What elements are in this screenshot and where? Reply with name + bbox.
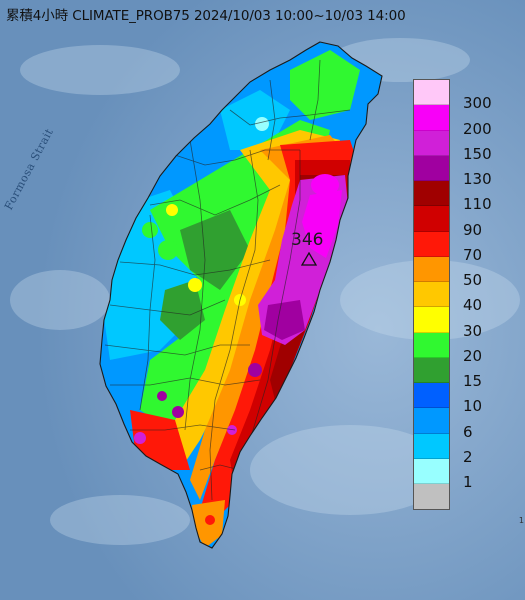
legend-label: 300 <box>463 94 492 113</box>
legend-swatch <box>414 181 449 207</box>
max-rainfall-value: 346 <box>291 230 324 250</box>
legend-label: 15 <box>463 372 483 390</box>
legend-label: 10 <box>463 397 483 416</box>
legend-swatch <box>414 231 449 257</box>
legend-label: 150 <box>463 144 492 163</box>
coastline <box>99 41 383 549</box>
legend-swatch <box>414 357 449 383</box>
legend-label: 30 <box>463 321 483 340</box>
legend-swatch <box>414 332 449 358</box>
legend-label: 90 <box>463 220 483 239</box>
legend-label: 2 <box>463 447 473 466</box>
legend-label: 130 <box>463 170 492 188</box>
legend-swatch <box>414 458 449 484</box>
legend-swatch <box>414 433 449 459</box>
edge-label: 1 <box>518 516 524 525</box>
legend-swatch <box>414 155 449 181</box>
map-title: 累積4小時 CLIMATE_PROB75 2024/10/03 10:00~10… <box>6 8 406 24</box>
legend-label: 6 <box>463 422 473 441</box>
legend-label: 50 <box>463 271 483 289</box>
legend-swatch <box>414 408 449 434</box>
legend-swatch <box>414 206 449 232</box>
legend-swatch <box>414 307 449 333</box>
legend-swatch <box>414 130 449 156</box>
legend-label: 20 <box>463 346 483 365</box>
legend-swatch <box>414 256 449 282</box>
legend-swatch <box>414 105 449 131</box>
legend-swatch <box>414 282 449 308</box>
legend-label: 110 <box>463 195 492 214</box>
legend-label: 40 <box>463 296 483 315</box>
max-location-triangle-icon <box>301 252 317 266</box>
legend-label: 200 <box>463 119 492 138</box>
legend-swatch <box>414 80 449 106</box>
color-legend <box>413 79 450 511</box>
legend-swatch <box>414 484 449 510</box>
legend-swatch <box>414 383 449 409</box>
legend-label: 1 <box>463 473 473 491</box>
legend-label: 70 <box>463 245 483 264</box>
